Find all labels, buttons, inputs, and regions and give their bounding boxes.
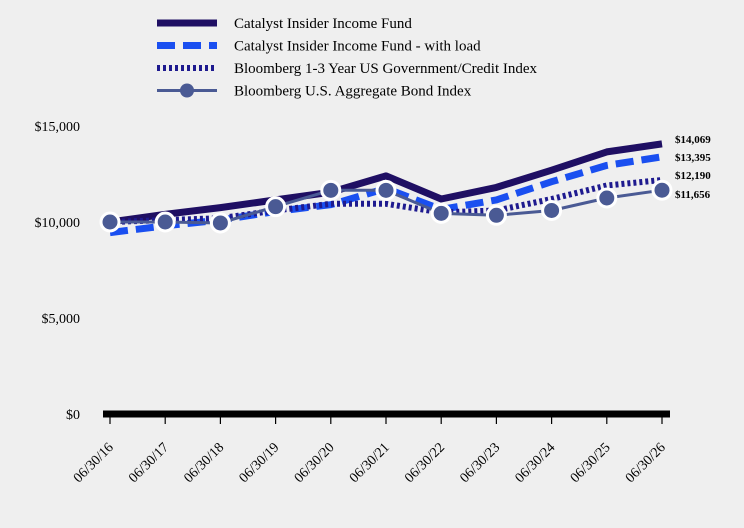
data-point: [430, 202, 452, 224]
x-tick-label: 06/30/22: [402, 440, 448, 486]
x-tick-label: 06/30/21: [347, 440, 393, 486]
y-tick-label: $0: [66, 408, 80, 423]
data-point: [99, 211, 121, 233]
data-point: [651, 179, 673, 201]
legend-label-2: Catalyst Insider Income Fund - with load: [234, 39, 481, 55]
end-value-label-4: $11,656: [675, 189, 711, 201]
x-tick-label: 06/30/18: [181, 440, 227, 486]
y-tick-label: $10,000: [35, 216, 81, 231]
data-point: [265, 196, 287, 218]
data-point: [209, 212, 231, 234]
data-point: [320, 179, 342, 201]
x-tick-label: 06/30/16: [71, 440, 117, 486]
data-point: [375, 179, 397, 201]
x-axis: 06/30/16 06/30/17 06/30/18 06/30/19 06/30/20…: [71, 410, 670, 486]
legend-marker: [180, 83, 194, 98]
data-point: [596, 187, 618, 209]
series-line-1: [109, 140, 663, 226]
x-tick-label: 06/30/19: [237, 440, 283, 486]
end-value-label-3: $12,190: [675, 170, 711, 182]
end-value-label-2: $13,395: [675, 152, 711, 164]
end-labels: $14,069 $13,395 $12,190 $11,656: [675, 134, 711, 201]
legend-label-4: Bloomberg U.S. Aggregate Bond Index: [234, 84, 472, 100]
x-tick-label: 06/30/25: [568, 440, 614, 486]
y-axis: $0 $5,000 $10,000 $15,000: [35, 120, 81, 423]
legend-label-3: Bloomberg 1-3 Year US Government/Credit …: [234, 61, 538, 77]
series-group: [99, 140, 673, 237]
x-tick-label: 06/30/17: [126, 440, 172, 486]
legend-label-1: Catalyst Insider Income Fund: [234, 16, 412, 32]
x-tick-label: 06/30/24: [513, 440, 559, 486]
y-tick-label: $5,000: [42, 312, 81, 327]
y-tick-label: $15,000: [35, 120, 81, 135]
series-line-3: [109, 177, 663, 225]
data-point: [485, 204, 507, 226]
x-tick-label: 06/30/23: [457, 440, 503, 486]
x-tick-label: 06/30/20: [292, 440, 338, 486]
data-point: [154, 211, 176, 233]
data-point: [541, 199, 563, 221]
legend: Catalyst Insider Income Fund Catalyst Ins…: [157, 16, 538, 100]
end-value-label-1: $14,069: [675, 134, 711, 146]
x-tick-label: 06/30/26: [623, 440, 669, 486]
